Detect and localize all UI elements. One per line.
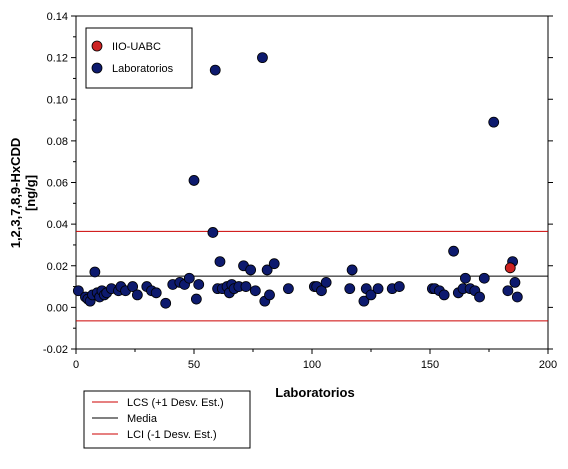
point-laboratorios (209, 64, 221, 76)
y-axis-title: 1,2,3,7,8,9-HxCDD [ng/g] (8, 138, 38, 249)
axes: -0.02 0.00 0.02 0.04 0.06 0.08 0.10 0.12 0.14 0 50… (43, 11, 557, 371)
point-laboratorios (183, 272, 195, 284)
legend-markers-box (85, 27, 193, 89)
legend-lines: LCS (+1 Desv. Est.) Media LCI (-1 Desv. Es… (83, 390, 251, 449)
point-laboratorios (240, 281, 252, 292)
point-laboratorios (358, 295, 370, 307)
legend-marker-swatch (91, 62, 103, 74)
point-laboratorios (478, 272, 490, 284)
point-laboratorios (282, 283, 294, 295)
x-axis-title: Laboratorios (275, 385, 354, 400)
point-laboratorios (459, 272, 471, 284)
point-laboratorios (474, 291, 485, 303)
point-laboratorios (150, 287, 162, 299)
y-tick-label: -0.02 (43, 344, 68, 356)
point-laboratorios (89, 266, 101, 278)
point-laboratorios (188, 175, 200, 186)
point-laboratorios (316, 285, 327, 297)
point-laboratorios (372, 283, 384, 295)
legend-line-label: LCS (+1 Desv. Est.) (127, 397, 224, 409)
point-laboratorios (160, 297, 172, 309)
point-laboratorios (268, 258, 280, 270)
point-laboratorios (320, 276, 332, 288)
point-laboratorios (502, 285, 514, 297)
point-laboratorios (72, 285, 84, 297)
point-laboratorios (344, 283, 356, 295)
y-tick-label: 0.02 (47, 261, 68, 273)
point-laboratorios (438, 289, 450, 301)
legend-line-label: Media (127, 413, 158, 425)
point-laboratorios (193, 279, 205, 290)
point-laboratorios (365, 289, 377, 301)
legend-marker-label: Laboratorios (112, 63, 174, 75)
legend-marker-swatch (91, 40, 103, 52)
point-iio-uabc (504, 262, 516, 274)
y-tick-label: 0.06 (47, 178, 68, 190)
y-tick-label: 0.08 (47, 136, 68, 148)
data-points (72, 52, 523, 309)
point-laboratorios (509, 276, 521, 288)
point-laboratorios (261, 264, 273, 276)
point-laboratorios (249, 285, 261, 297)
point-laboratorios (346, 264, 358, 276)
y-axis-title-line-2: [ng/g] (23, 175, 38, 211)
y-tick-label: 0.04 (47, 219, 68, 231)
legend-line-label: LCI (-1 Desv. Est.) (127, 429, 217, 441)
point-laboratorios (127, 281, 139, 292)
legend-marker-label: IIO-UABC (112, 41, 161, 53)
point-laboratorios (511, 291, 523, 303)
x-tick-label: 150 (421, 359, 439, 371)
y-tick-label: 0.12 (47, 53, 68, 65)
legend-markers: IIO-UABC Laboratorios (85, 27, 193, 89)
point-laboratorios (264, 289, 275, 301)
y-axis-title-line-1: 1,2,3,7,8,9-HxCDD (8, 138, 23, 249)
point-laboratorios (448, 245, 460, 257)
point-laboratorios (214, 256, 226, 267)
y-tick-label: 0.00 (47, 302, 68, 314)
point-laboratorios (393, 281, 405, 292)
point-laboratorios (488, 116, 500, 128)
point-laboratorios (190, 293, 202, 305)
point-laboratorios (257, 52, 268, 64)
legend-lines-box (83, 390, 251, 449)
point-laboratorios (207, 227, 219, 238)
point-laboratorios (131, 289, 143, 301)
x-tick-label: 50 (188, 359, 200, 371)
x-tick-label: 200 (539, 359, 557, 371)
point-laboratorios (245, 264, 257, 276)
y-tick-label: 0.10 (47, 94, 68, 106)
x-tick-label: 0 (73, 359, 79, 371)
y-tick-label: 0.14 (47, 11, 68, 23)
x-tick-label: 100 (303, 359, 321, 371)
